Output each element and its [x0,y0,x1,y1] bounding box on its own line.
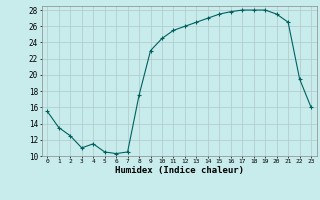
X-axis label: Humidex (Indice chaleur): Humidex (Indice chaleur) [115,166,244,175]
